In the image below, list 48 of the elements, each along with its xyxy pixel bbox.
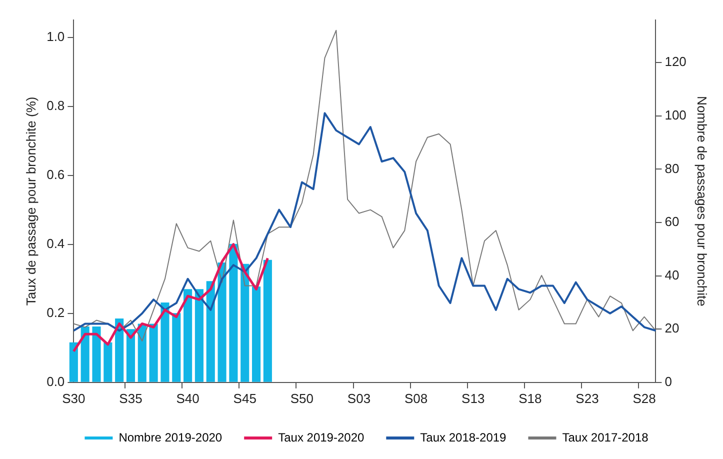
y-tick-label: 0.2 xyxy=(46,304,65,320)
x-tick-label: S28 xyxy=(632,390,656,406)
bar xyxy=(160,302,170,382)
bar xyxy=(229,244,238,382)
y2-tick-label: 120 xyxy=(664,54,686,70)
bar xyxy=(149,324,158,382)
y-tick-label: 0.4 xyxy=(46,236,65,251)
bar xyxy=(218,262,226,382)
x-tick-label: S13 xyxy=(462,390,485,406)
bar xyxy=(80,326,90,382)
y-axis-title: Taux de passage pour bronchite (%) xyxy=(23,96,38,306)
bar xyxy=(184,289,192,382)
x-tick-label: S35 xyxy=(119,390,142,406)
bar xyxy=(126,329,136,382)
legend-label: Nombre 2019-2020 xyxy=(118,430,222,444)
y-tick-label: 0.6 xyxy=(46,166,65,182)
bar xyxy=(194,289,204,382)
x-tick-label: S18 xyxy=(518,390,542,406)
bar xyxy=(252,286,261,382)
bar xyxy=(240,264,250,382)
bar xyxy=(115,318,124,382)
x-tick-label: S40 xyxy=(176,390,200,406)
x-tick-label: S08 xyxy=(404,390,428,406)
bar xyxy=(206,281,215,382)
legend-label: Taux 2019-2020 xyxy=(278,430,364,444)
bar xyxy=(104,342,112,382)
y-tick-label: 0.8 xyxy=(46,98,65,113)
y2-tick-label: 20 xyxy=(664,320,680,336)
x-tick-label: S50 xyxy=(290,390,314,406)
y2-tick-label: 0 xyxy=(664,374,672,389)
x-tick-label: S03 xyxy=(347,390,371,406)
y2-tick-label: 60 xyxy=(664,214,680,230)
bar xyxy=(92,326,101,382)
y-tick-label: 0.0 xyxy=(46,374,65,389)
x-tick-label: S45 xyxy=(233,390,256,406)
legend-label: Taux 2017-2018 xyxy=(562,430,649,444)
x-tick-label: S23 xyxy=(576,390,599,406)
bar xyxy=(172,313,181,382)
x-tick-label: S30 xyxy=(62,390,86,406)
y2-tick-label: 80 xyxy=(664,160,680,176)
bar xyxy=(69,342,78,382)
bar xyxy=(138,324,146,382)
legend-label: Taux 2018-2019 xyxy=(420,430,507,444)
y2-axis-title: Nombre de passages pour bronchite xyxy=(694,96,710,306)
y-tick-label: 1.0 xyxy=(46,28,65,44)
bar xyxy=(263,260,272,382)
y2-tick-label: 40 xyxy=(664,267,680,282)
y2-tick-label: 100 xyxy=(664,108,686,123)
